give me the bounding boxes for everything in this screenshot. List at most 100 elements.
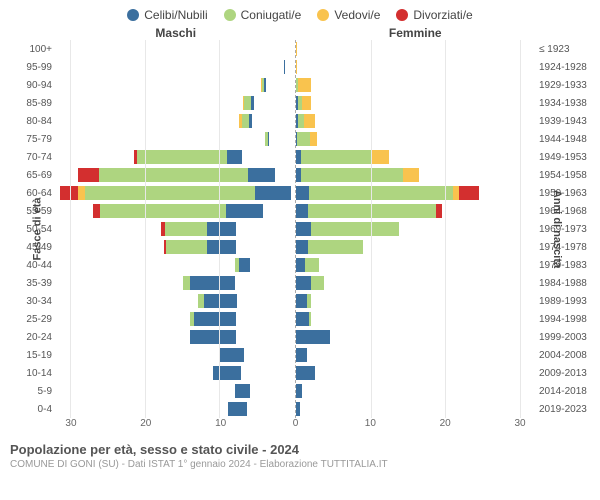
bar-segment	[296, 276, 311, 290]
stacked-bar	[296, 294, 356, 308]
bar-segment	[194, 312, 236, 326]
birth-label: 2014-2018	[535, 382, 600, 400]
x-tick: 20	[140, 418, 151, 429]
stacked-bar	[296, 204, 483, 218]
bar-row	[296, 292, 535, 310]
stacked-bar	[296, 96, 356, 110]
legend-swatch	[396, 9, 408, 21]
stacked-bar	[243, 96, 295, 110]
legend-item: Divorziati/e	[396, 8, 472, 22]
birth-label: 1964-1968	[535, 202, 600, 220]
bar-segment	[78, 186, 85, 200]
birth-label: 1979-1983	[535, 256, 600, 274]
bar-row	[296, 328, 535, 346]
birth-label: 1949-1953	[535, 148, 600, 166]
legend-label: Coniugati/e	[241, 8, 302, 22]
bar-segment	[305, 258, 319, 272]
bar-row	[56, 220, 295, 238]
bar-row	[56, 328, 295, 346]
birth-label: 2009-2013	[535, 364, 600, 382]
bar-row	[56, 382, 295, 400]
bar-row	[56, 274, 295, 292]
x-tick: 10	[215, 418, 226, 429]
bar-segment	[284, 60, 285, 74]
gridline	[70, 40, 71, 418]
bar-row	[56, 202, 295, 220]
bar-segment	[296, 222, 311, 236]
bar-segment	[296, 366, 315, 380]
bar-row	[56, 364, 295, 382]
bar-segment	[309, 186, 453, 200]
bar-row	[296, 94, 535, 112]
bar-row	[296, 274, 535, 292]
gridline	[371, 40, 372, 418]
bar-segment	[226, 204, 264, 218]
bar-segment	[213, 366, 241, 380]
gridline	[219, 40, 220, 418]
bar-row	[296, 202, 535, 220]
age-label: 80-84	[0, 112, 56, 130]
birth-label: 1969-1973	[535, 220, 600, 238]
legend-item: Vedovi/e	[317, 8, 380, 22]
stacked-bar	[296, 276, 378, 290]
age-label: 60-64	[0, 184, 56, 202]
bar-segment	[311, 222, 399, 236]
bar-segment	[310, 132, 317, 146]
birth-labels: ≤ 19231924-19281929-19331934-19381939-19…	[535, 40, 600, 418]
bar-row	[56, 256, 295, 274]
chart-title: Popolazione per età, sesso e stato civil…	[10, 442, 590, 457]
bar-segment	[227, 150, 242, 164]
stacked-bar	[296, 258, 371, 272]
stacked-bar	[235, 384, 295, 398]
bar-segment	[302, 96, 311, 110]
bar-segment	[296, 186, 309, 200]
bar-row	[296, 58, 535, 76]
stacked-bar	[296, 114, 363, 128]
bar-segment	[99, 168, 248, 182]
stacked-bar	[198, 294, 295, 308]
age-label: 90-94	[0, 76, 56, 94]
gridline	[520, 40, 521, 418]
stacked-bar	[296, 78, 356, 92]
plot-area: Fasce di età Anni di nascita 100+95-9990…	[0, 40, 600, 418]
stacked-bar	[161, 222, 295, 236]
age-label: 5-9	[0, 382, 56, 400]
bar-row	[56, 148, 295, 166]
bar-segment	[304, 114, 315, 128]
y-axis-title-left: Fasce di età	[31, 198, 43, 261]
stacked-bar	[296, 384, 333, 398]
legend: Celibi/Nubili Coniugati/e Vedovi/e Divorzia…	[0, 0, 600, 26]
legend-label: Divorziati/e	[413, 8, 472, 22]
bar-segment	[297, 132, 310, 146]
bar-row	[56, 58, 295, 76]
stacked-bar	[296, 312, 356, 326]
bar-segment	[235, 384, 250, 398]
stacked-bar	[296, 240, 423, 254]
bar-row	[56, 310, 295, 328]
bar-row	[296, 256, 535, 274]
bar-segment	[242, 114, 249, 128]
age-label: 45-49	[0, 238, 56, 256]
bar-row	[56, 400, 295, 418]
bar-row	[56, 292, 295, 310]
legend-swatch	[317, 9, 329, 21]
legend-label: Celibi/Nubili	[144, 8, 207, 22]
legend-item: Coniugati/e	[224, 8, 302, 22]
x-tick: 20	[440, 418, 451, 429]
stacked-bar	[164, 240, 295, 254]
stacked-bar	[296, 348, 348, 362]
birth-label: ≤ 1923	[535, 40, 600, 58]
bar-row	[296, 166, 535, 184]
stacked-bar	[78, 168, 295, 182]
header-male: Maschi	[56, 26, 296, 40]
bar-row	[56, 40, 295, 58]
stacked-bar	[93, 204, 295, 218]
bar-segment	[190, 330, 236, 344]
bar-segment	[307, 294, 311, 308]
bar-segment	[296, 330, 330, 344]
bar-segment	[308, 240, 364, 254]
bar-row	[296, 346, 535, 364]
age-label: 50-54	[0, 220, 56, 238]
bar-segment	[183, 276, 190, 290]
birth-label: 1929-1933	[535, 76, 600, 94]
